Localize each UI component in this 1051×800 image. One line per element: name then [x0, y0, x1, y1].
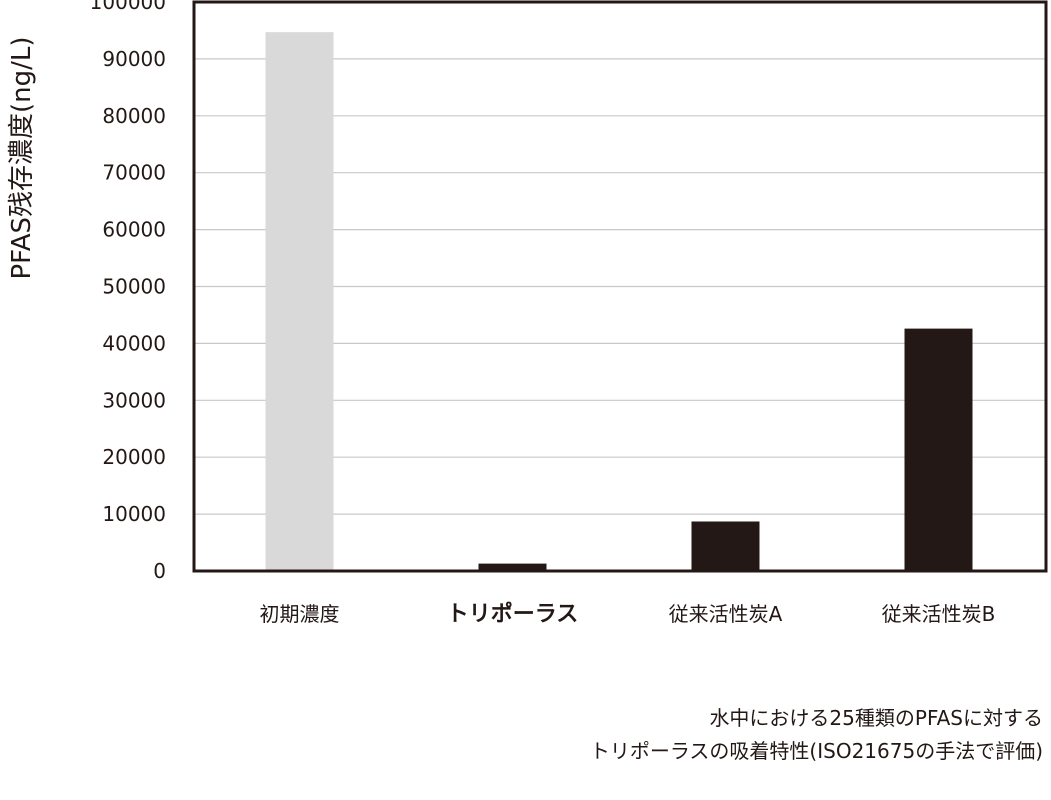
y-tick-label: 0: [153, 559, 166, 583]
caption-line-2: トリポーラスの吸着特性(ISO21675の手法で評価): [589, 739, 1043, 763]
bar-1: [265, 32, 334, 572]
y-tick-labels: 0 10000 20000 30000 40000 50000 60000 70000 8000…: [90, 0, 166, 583]
y-axis-label: PFAS残存濃度(ng/L): [7, 36, 37, 279]
y-tick-label: 50000: [102, 275, 166, 299]
caption-line-1: 水中における25種類のPFASに対する: [709, 706, 1043, 730]
x-category-labels: 初期濃度 トリポーラス 従来活性炭A 従来活性炭B: [260, 601, 996, 627]
bar-4: [904, 328, 973, 571]
bars: [265, 32, 973, 572]
grid-lines: [194, 58, 1046, 515]
plot-frame: [192, 0, 1048, 573]
bar-2: [478, 563, 547, 571]
x-category-label: 従来活性炭A: [669, 602, 783, 626]
bar-chart: 0 10000 20000 30000 40000 50000 60000 70000 8000…: [7, 0, 1048, 627]
y-tick-label: 60000: [102, 218, 166, 242]
y-tick-label: 100000: [90, 0, 166, 14]
y-tick-label: 10000: [102, 502, 166, 526]
chart-caption: 水中における25種類のPFASに対する トリポーラスの吸着特性(ISO21675…: [590, 702, 1043, 768]
y-tick-label: 30000: [102, 388, 166, 412]
bar-3: [691, 521, 760, 571]
y-tick-label: 80000: [102, 104, 166, 128]
y-tick-label: 40000: [102, 331, 166, 355]
x-category-label: 初期濃度: [260, 602, 340, 626]
y-tick-label: 70000: [102, 161, 166, 185]
y-tick-label: 90000: [102, 47, 166, 71]
y-tick-label: 20000: [102, 445, 166, 469]
x-category-label: 従来活性炭B: [882, 602, 996, 626]
x-category-label: トリポーラス: [447, 601, 579, 627]
